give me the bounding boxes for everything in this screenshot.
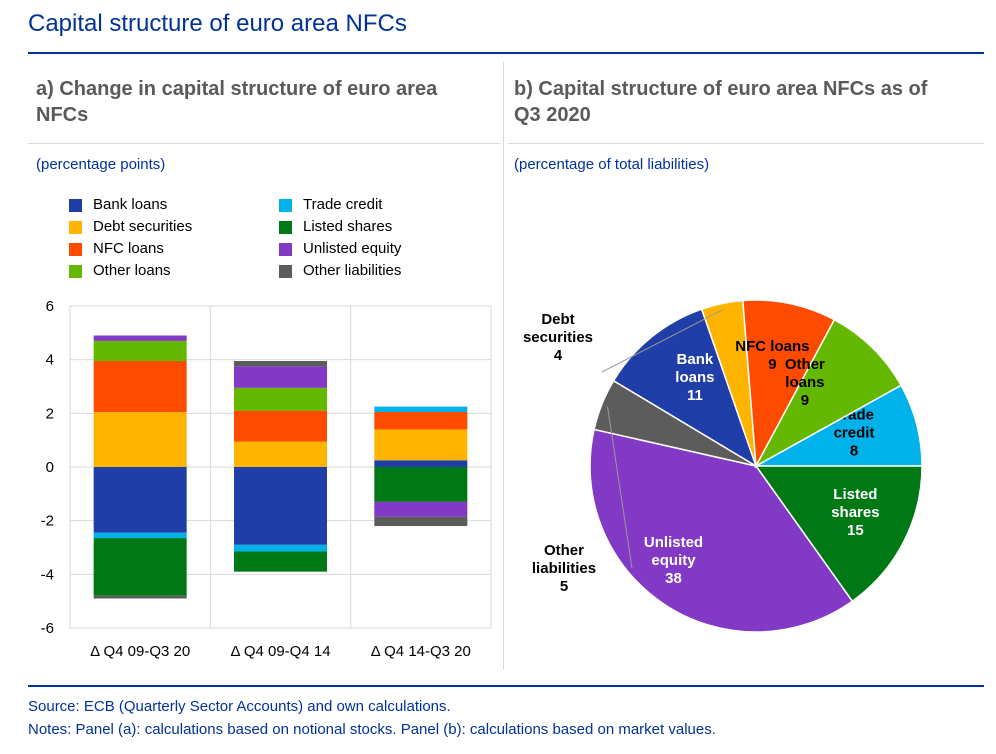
legend-swatch (279, 221, 292, 234)
panel-a-title-line1: a) Change in capital structure of euro a… (36, 78, 438, 100)
pie-category-label: shares (831, 504, 879, 521)
pie-category-label: loans (675, 369, 714, 386)
panel-b-title-line1: b) Capital structure of euro area NFCs a… (514, 78, 928, 100)
bar-segment-listed-shares (234, 551, 327, 572)
pie-chart: Tradecredit8Listedshares15Unlistedequity… (523, 299, 923, 633)
pie-category-label: liabilities (532, 560, 596, 577)
legend-label: Debt securities (93, 218, 193, 235)
y-tick-label: 0 (46, 459, 54, 476)
panel-a-title: a) Change in capital structure of euro a… (36, 76, 437, 128)
bar-segment-nfc-loans (93, 361, 187, 412)
legend-swatch (279, 265, 292, 278)
y-tick-label: -4 (41, 566, 54, 583)
x-tick-label: Δ Q4 09-Q4 14 (230, 643, 330, 660)
bar-segment-bank-loans (93, 467, 187, 533)
pie-category-label: Bank (677, 351, 714, 368)
panel-a-rule (28, 143, 500, 144)
y-tick-label: 2 (46, 405, 54, 422)
pie-value-label: 4 (554, 347, 563, 364)
y-tick-label: -2 (41, 513, 54, 530)
pie-slice-other-loans (754, 318, 903, 468)
title-rule (28, 52, 984, 54)
pie-value-label: 15 (847, 522, 864, 539)
pie-slice-listed-shares (754, 465, 923, 603)
bar-segment-other-liabilities (234, 361, 327, 367)
legend-label: Other liabilities (303, 262, 402, 279)
x-tick-label: Δ Q4 09-Q3 20 (90, 643, 190, 660)
panel-b-rule (508, 143, 984, 144)
pie-value-label: 38 (665, 570, 682, 587)
bar-segment-bank-loans (234, 467, 327, 545)
pie-category-label: credit (834, 425, 875, 442)
pie-category-label: Unlisted (644, 534, 703, 551)
legend-swatch (69, 221, 82, 234)
bar-segment-other-liabilities (374, 516, 468, 527)
legend-label: NFC loans (93, 240, 164, 257)
legend-label: Trade credit (303, 196, 383, 213)
bar-segment-debt-securities (93, 411, 187, 467)
bar-segment-listed-shares (93, 538, 187, 596)
legend-label: Other loans (93, 262, 171, 279)
x-tick-label: Δ Q4 14-Q3 20 (371, 643, 471, 660)
pie-category-label: loans (785, 374, 824, 391)
bar-segment-unlisted-equity (93, 335, 187, 341)
bar-segment-trade-credit (234, 544, 327, 552)
notes-text: Notes: Panel (a): calculations based on … (28, 721, 716, 738)
bar-segment-trade-credit (93, 532, 187, 539)
pie-category-label: NFC loans (735, 338, 809, 355)
bar-segment-other-loans (93, 340, 187, 362)
pie-category-label: Listed (833, 486, 877, 503)
panel-divider (503, 62, 504, 670)
bar-segment-listed-shares (374, 467, 468, 502)
y-tick-label: 4 (46, 352, 54, 369)
pie-slice-nfc-loans (742, 299, 836, 469)
bar-legend: Bank loans Debt securities NFC loans Oth… (69, 196, 489, 292)
pie-leader-line (607, 406, 633, 569)
pie-value-label: 9 (768, 356, 776, 373)
bar-chart: -6 -4 -2 0 2 4 6 Δ Q4 09-Q3 20 Δ Q4 09-Q4 14 Δ Q4… (41, 298, 492, 660)
bar-segment-unlisted-equity (374, 501, 468, 517)
legend-swatch (69, 265, 82, 278)
panel-b-unit: (percentage of total liabilities) (514, 156, 710, 173)
pie-category-label: Debt (541, 311, 574, 328)
bar-segment-debt-securities (374, 429, 468, 461)
pie-value-label: 11 (687, 387, 703, 404)
panel-b-title-line2: Q3 2020 (514, 104, 591, 126)
legend-label: Bank loans (93, 196, 168, 213)
legend-swatch (69, 199, 82, 212)
panel-a-title-line2: NFCs (36, 104, 89, 126)
pie-category-label: Other (785, 356, 825, 373)
legend-label: Listed shares (303, 218, 393, 235)
bar-segment-other-loans (234, 387, 327, 411)
pie-value-label: 8 (850, 443, 858, 460)
pie-slice-bank-loans (612, 308, 758, 468)
legend-swatch (279, 199, 292, 212)
pie-value-label: 5 (560, 578, 568, 595)
legend-label: Unlisted equity (303, 240, 402, 257)
source-note: Source: ECB (Quarterly Sector Accounts) … (28, 698, 451, 715)
page-title: Capital structure of euro area NFCs (28, 10, 407, 37)
bar-segment-trade-credit (374, 406, 468, 412)
panel-b-title: b) Capital structure of euro area NFCs a… (514, 76, 927, 128)
y-tick-label: -6 (41, 620, 54, 637)
bar-segment-nfc-loans (234, 410, 327, 442)
bar-segment-debt-securities (234, 441, 327, 467)
panel-a-unit: (percentage points) (36, 156, 166, 173)
legend-swatch (69, 243, 82, 256)
bar-segment-unlisted-equity (234, 366, 327, 388)
pie-category-label: Other (544, 542, 584, 559)
bar-segment-nfc-loans (374, 411, 468, 430)
pie-slice-unlisted-equity (589, 428, 854, 633)
bar-segment-other-liabilities (93, 595, 187, 599)
legend-swatch (279, 243, 292, 256)
bar-segment-bank-loans (374, 460, 468, 467)
pie-value-label: 9 (801, 392, 809, 409)
pie-category-label: equity (651, 552, 696, 569)
footer-rule (28, 685, 984, 687)
y-tick-label: 6 (46, 298, 54, 315)
pie-leader-line (601, 308, 724, 373)
pie-category-label: securities (523, 329, 593, 346)
